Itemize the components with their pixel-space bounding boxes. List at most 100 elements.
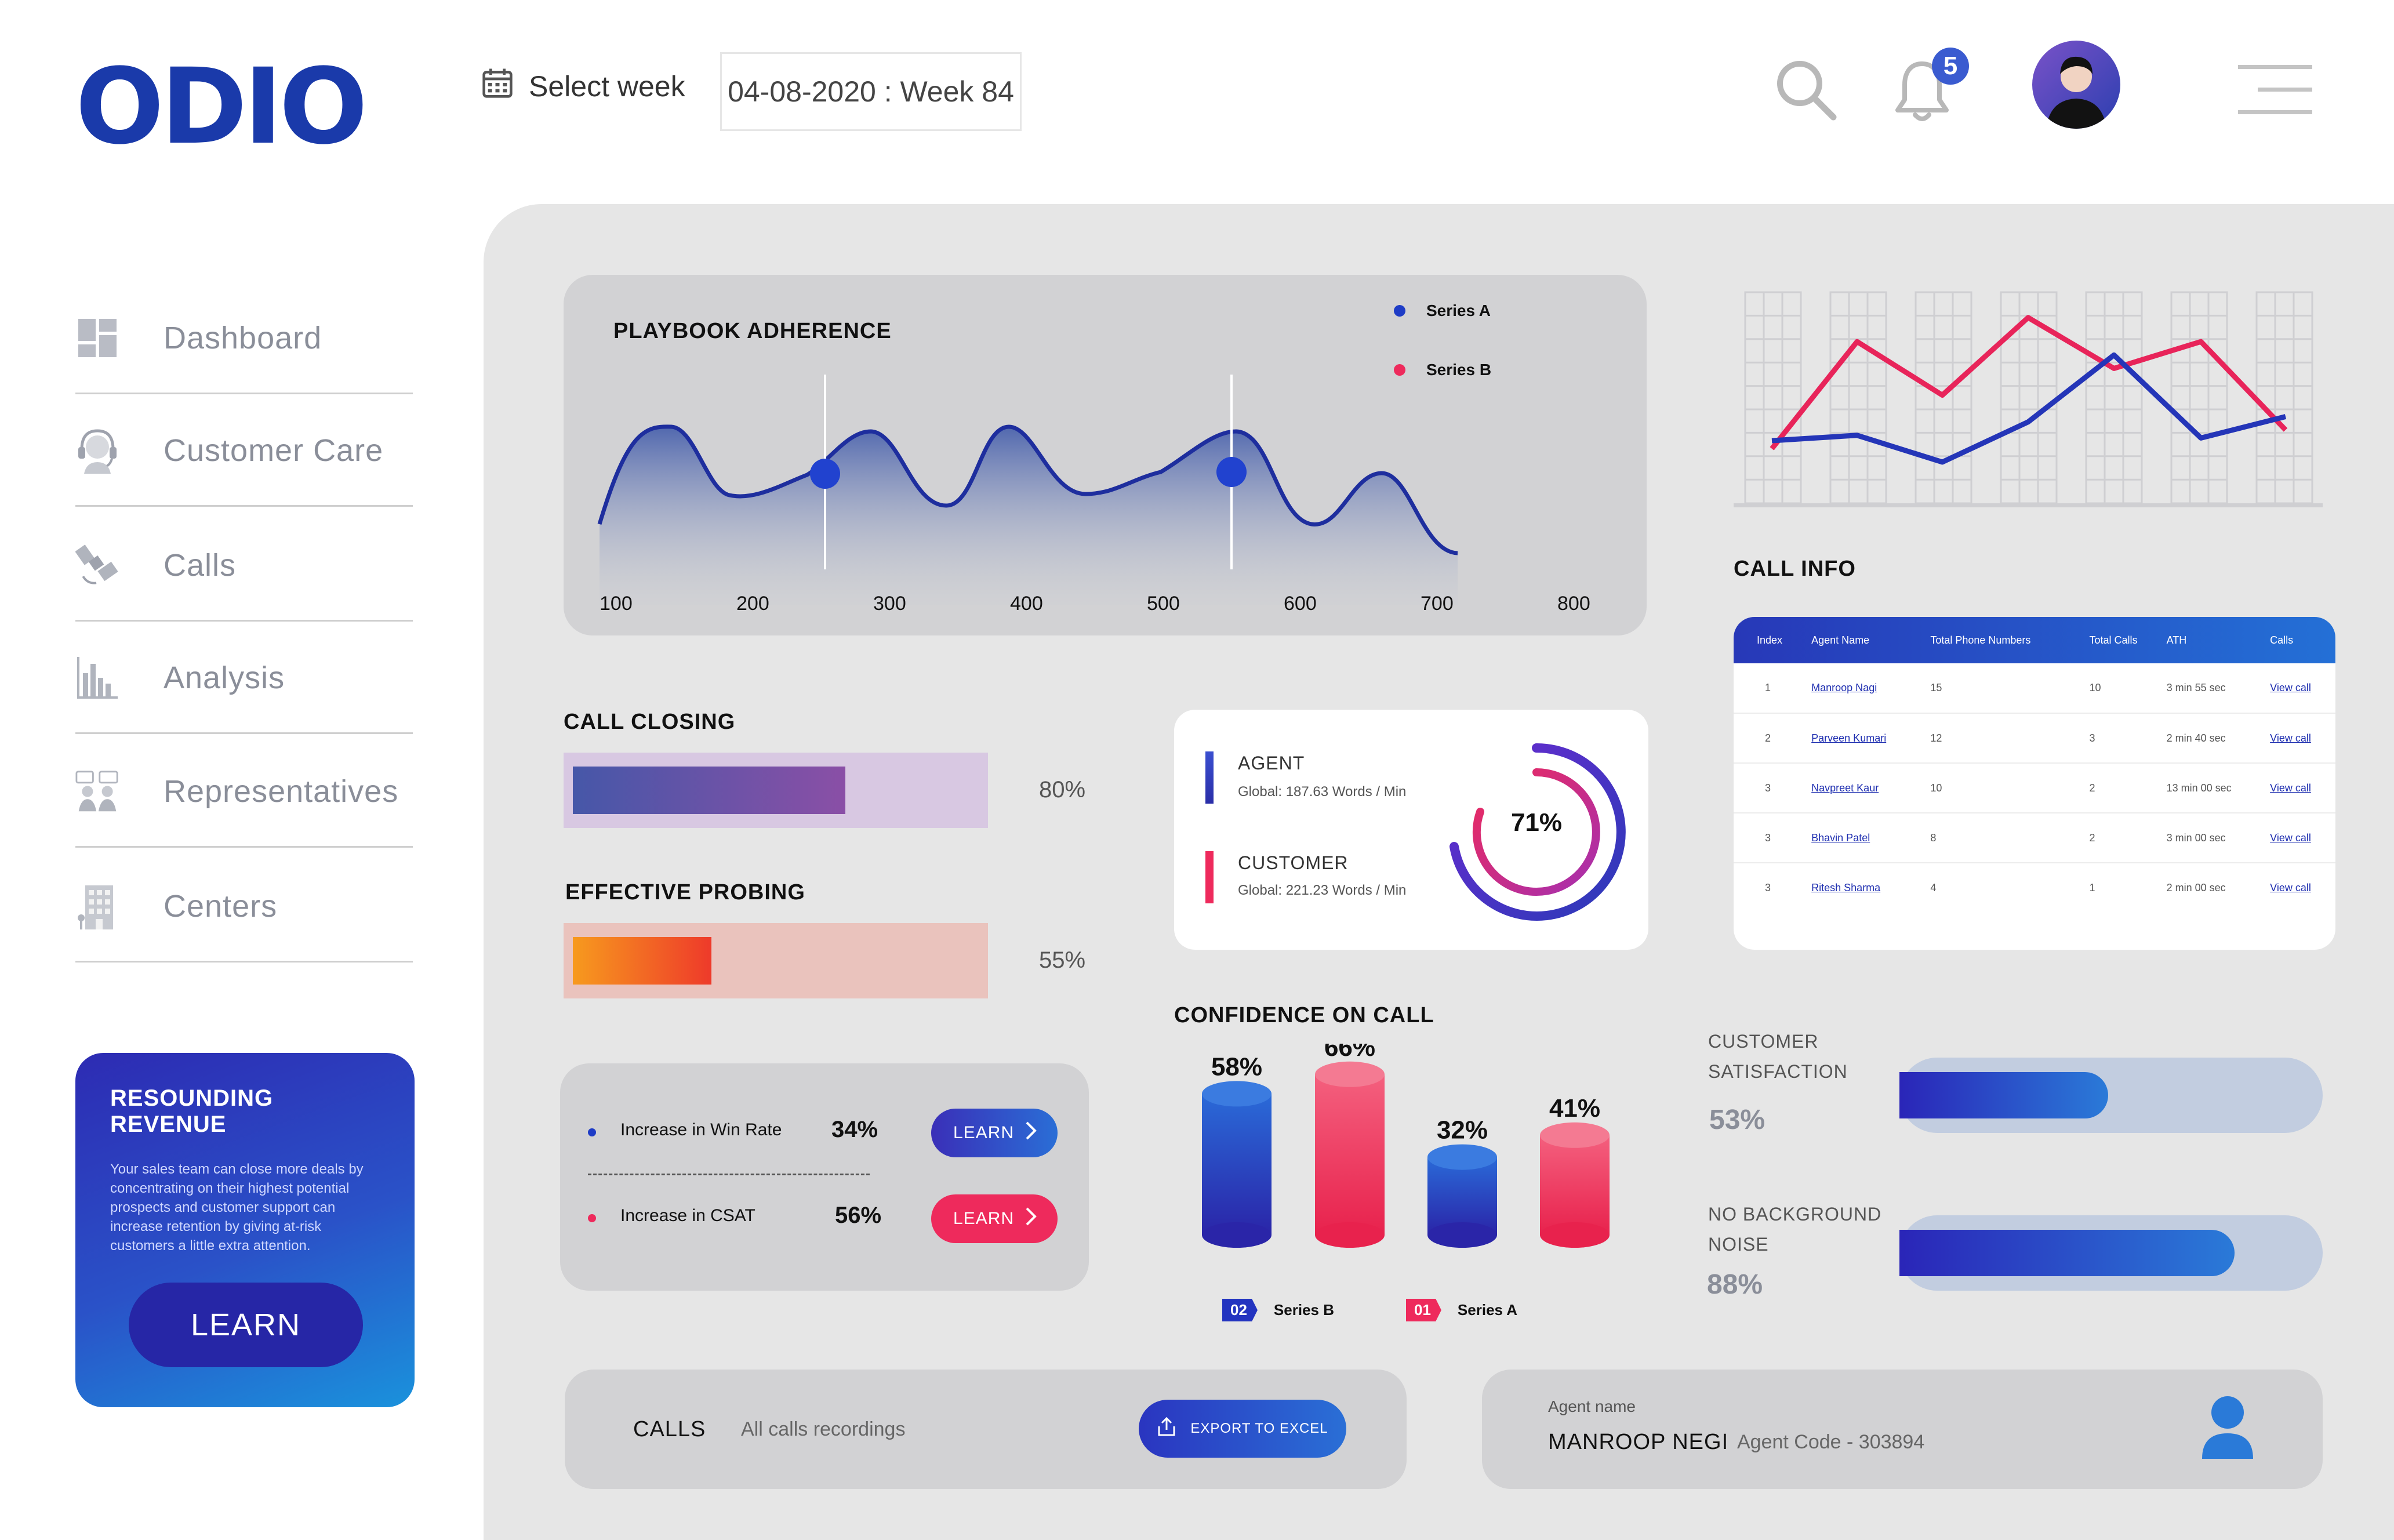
- calls-recordings-card: CALLS All calls recordings EXPORT TO EXC…: [565, 1370, 1407, 1489]
- no-background-noise-value: 88%: [1707, 1269, 1763, 1300]
- cylinder-top: [1202, 1081, 1272, 1107]
- cylinder-base: [1427, 1222, 1497, 1248]
- agent-name-link[interactable]: Manroop Nagi: [1811, 682, 1877, 693]
- sidebar-item-label: Dashboard: [164, 320, 322, 355]
- table-cell: 12: [1930, 732, 1942, 744]
- satellite-icon: [75, 543, 119, 587]
- sidebar-item-centers[interactable]: Centers: [75, 851, 413, 962]
- odio-logo[interactable]: ODIO: [75, 46, 368, 168]
- cylinder-base: [1315, 1222, 1385, 1248]
- legend-series-a-badge: 01 Series A: [1406, 1299, 1517, 1321]
- cylinder-body: [1315, 1074, 1385, 1235]
- confidence-chart: 58% 66% 32% 41%: [1174, 1033, 1638, 1258]
- button-label: LEARN: [953, 1209, 1015, 1228]
- sidebar-item-label: Calls: [164, 547, 237, 583]
- no-background-noise-bar: [1899, 1215, 2323, 1291]
- people-icon: [75, 769, 119, 813]
- export-to-excel-button[interactable]: EXPORT TO EXCEL: [1139, 1400, 1346, 1458]
- wave-line: [597, 424, 1458, 555]
- sidebar-item-dashboard[interactable]: Dashboard: [75, 283, 413, 394]
- confidence-bar: 41%: [1540, 1094, 1610, 1248]
- marker-point[interactable]: [810, 459, 840, 489]
- cylinder-base: [1202, 1222, 1272, 1248]
- column-header: Total Calls: [2089, 634, 2138, 646]
- legend-dot: [1394, 305, 1405, 317]
- agent-name-link[interactable]: Parveen Kumari: [1811, 732, 1887, 744]
- agent-name-label: Agent name: [1548, 1397, 1636, 1415]
- building-outline: [2085, 291, 2143, 504]
- table-row: 3 Bhavin Patel 8 2 3 min 00 sec View call: [1734, 813, 2335, 863]
- playbook-adherence-card: PLAYBOOK ADHERENCE Series A Series B 100…: [564, 275, 1647, 635]
- x-tick: 600: [1284, 593, 1317, 615]
- csat-dot: [588, 1214, 596, 1222]
- table-cell: 3 min 00 sec: [2166, 831, 2226, 844]
- table-row: 3 Ritesh Sharma 4 1 2 min 00 sec View call: [1734, 863, 2335, 913]
- table-cell: 13 min 00 sec: [2166, 782, 2232, 794]
- divider: [588, 1174, 870, 1175]
- csat-learn-button[interactable]: LEARN: [931, 1194, 1058, 1243]
- menu-icon[interactable]: [2238, 64, 2313, 119]
- ratio-ring-chart: [1450, 743, 1626, 921]
- customer-satisfaction-bar-fill: [1899, 1072, 2108, 1118]
- agent-name: MANROOP NEGI: [1548, 1430, 1729, 1454]
- export-label: EXPORT TO EXCEL: [1190, 1421, 1328, 1436]
- table-cell: 3 min 55 sec: [2166, 682, 2226, 693]
- agent-name-link[interactable]: Navpreet Kaur: [1811, 782, 1879, 794]
- column-header: Agent Name: [1811, 634, 1870, 646]
- x-tick: 700: [1421, 593, 1454, 615]
- table-cell: 2 min 40 sec: [2166, 732, 2226, 744]
- confidence-bar: 66%: [1315, 1033, 1385, 1248]
- share-icon: [1157, 1416, 1176, 1441]
- playbook-wave-chart: [597, 375, 1458, 605]
- agent-customer-card: AGENT Global: 187.63 Words / Min CUSTOME…: [1174, 710, 1648, 950]
- table-cell: 3: [1765, 782, 1771, 794]
- table-cell: 8: [1930, 831, 1937, 844]
- outer-ring: [1450, 743, 1626, 921]
- sidebar-item-calls[interactable]: Calls: [75, 510, 413, 622]
- view-call-link[interactable]: View call: [2270, 732, 2311, 744]
- promo-learn-button[interactable]: LEARN: [129, 1283, 363, 1367]
- win-rate-learn-button[interactable]: LEARN: [931, 1109, 1058, 1157]
- call-info-table: Index Agent Name Total Phone Numbers Tot…: [1734, 617, 2335, 913]
- building-outline: [2170, 291, 2228, 504]
- call-info-table-card: Index Agent Name Total Phone Numbers Tot…: [1734, 617, 2335, 950]
- view-call-link[interactable]: View call: [2270, 831, 2311, 844]
- week-selector[interactable]: 04-08-2020 : Week 84: [720, 52, 1022, 131]
- legend-badge: 02: [1222, 1299, 1258, 1321]
- column-header: Calls: [2270, 634, 2294, 646]
- confidence-title: CONFIDENCE ON CALL: [1174, 1003, 1434, 1027]
- search-icon[interactable]: [1774, 58, 1838, 125]
- call-closing-bar-fill: [573, 767, 846, 814]
- table-row: 1 Manroop Nagi 15 10 3 min 55 sec View call: [1734, 663, 2335, 713]
- promo-text: Your sales team can close more deals by …: [110, 1161, 364, 1254]
- call-info-title: CALL INFO: [1734, 557, 1856, 581]
- cylinder-body: [1202, 1094, 1272, 1235]
- legend-dot: [1394, 364, 1405, 376]
- wave-area: [600, 426, 1458, 605]
- view-call-link[interactable]: View call: [2270, 782, 2311, 794]
- dashboard-icon: [75, 316, 119, 360]
- marker-point[interactable]: [1216, 457, 1247, 487]
- agent-name-link[interactable]: Ritesh Sharma: [1811, 882, 1881, 894]
- view-call-link[interactable]: View call: [2270, 682, 2311, 693]
- sidebar-item-representatives[interactable]: Representatives: [75, 736, 413, 848]
- confidence-bar: 58%: [1202, 1052, 1272, 1248]
- sidebar-item-analysis[interactable]: Analysis: [75, 623, 413, 734]
- table-cell: 15: [1930, 682, 1942, 693]
- resounding-revenue-card: RESOUNDING REVENUE Your sales team can c…: [75, 1053, 415, 1407]
- avatar[interactable]: [2032, 41, 2120, 129]
- agent-name-link[interactable]: Bhavin Patel: [1811, 831, 1870, 844]
- sidebar-item-label: Customer Care: [164, 433, 384, 468]
- user-icon[interactable]: [2199, 1394, 2257, 1466]
- cylinder-base: [1540, 1222, 1610, 1248]
- building-outline: [1915, 291, 1972, 504]
- sidebar-item-label: Centers: [164, 888, 278, 924]
- view-call-link[interactable]: View call: [2270, 882, 2311, 894]
- cylinder-body: [1540, 1135, 1610, 1235]
- sidebar-item-label: Analysis: [164, 660, 285, 695]
- x-tick: 100: [600, 593, 633, 615]
- sidebar-item-customer-care[interactable]: Customer Care: [75, 395, 413, 507]
- cylinder-top: [1427, 1144, 1497, 1170]
- customer-indicator: [1205, 851, 1214, 903]
- agent-info-card: Agent name MANROOP NEGI Agent Code - 303…: [1482, 1370, 2323, 1489]
